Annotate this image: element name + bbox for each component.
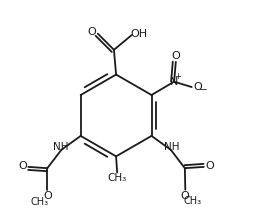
Text: NH: NH: [53, 142, 69, 152]
Text: CH₃: CH₃: [30, 197, 48, 206]
Text: CH₃: CH₃: [184, 196, 202, 206]
Text: O: O: [18, 161, 27, 171]
Text: +: +: [174, 72, 181, 82]
Text: −: −: [199, 85, 207, 95]
Text: O: O: [172, 51, 180, 61]
Text: NH: NH: [164, 142, 179, 152]
Text: O: O: [88, 27, 96, 37]
Text: OH: OH: [130, 29, 147, 39]
Text: O: O: [43, 191, 52, 201]
Text: CH₃: CH₃: [108, 173, 127, 183]
Text: O: O: [205, 161, 214, 171]
Text: O: O: [181, 191, 189, 201]
Text: O: O: [194, 82, 202, 92]
Text: N: N: [170, 77, 179, 87]
